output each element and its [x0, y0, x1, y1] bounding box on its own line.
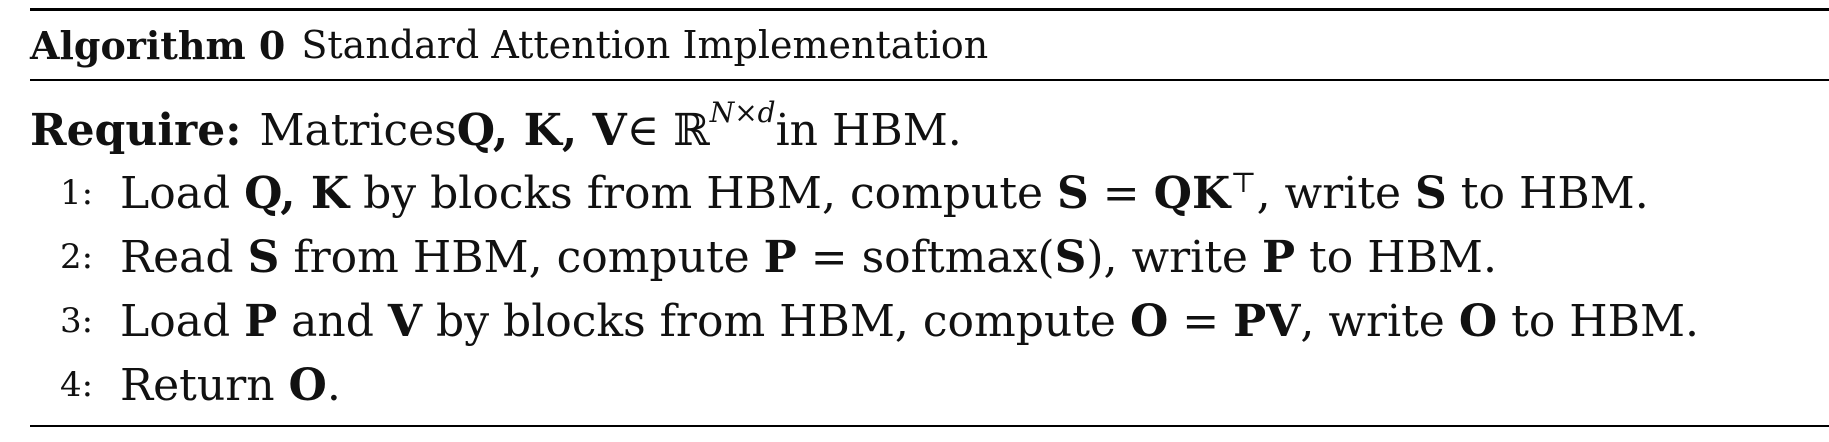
- require-member: ∈ ℝ: [626, 104, 710, 156]
- math-v: V: [387, 295, 423, 347]
- require-dims: N×d: [709, 95, 776, 129]
- math-s: S: [1415, 167, 1447, 219]
- step-number: 3:: [60, 301, 94, 341]
- math-p: P: [244, 295, 278, 347]
- math-o: O: [1458, 295, 1498, 347]
- math-qk-product: QK: [1153, 167, 1231, 219]
- bottom-rule: [30, 425, 1829, 427]
- math-s: S: [1057, 167, 1089, 219]
- math-p: P: [1261, 231, 1296, 283]
- step-text: Return O.: [120, 360, 1829, 411]
- step-text-part: to HBM.: [1497, 295, 1700, 347]
- step-text-part: Return: [120, 359, 289, 411]
- require-matrices: Q, K, V: [456, 104, 627, 156]
- header-rule: [30, 79, 1829, 81]
- algorithm-header: Algorithm 0 Standard Attention Implement…: [30, 11, 1829, 79]
- step-text: Load Q, K by blocks from HBM, compute S …: [120, 165, 1829, 219]
- math-o: O: [288, 359, 327, 411]
- step-text-part: to HBM.: [1446, 167, 1649, 219]
- step-text-part: from HBM, compute: [279, 231, 764, 283]
- step-text-part: Load: [120, 167, 245, 219]
- step-text-part: ), write: [1086, 231, 1262, 283]
- step-text-part: Load: [120, 295, 245, 347]
- top-rule: [30, 8, 1829, 11]
- math-qk: Q, K: [244, 167, 350, 219]
- algorithm-box: Algorithm 0 Standard Attention Implement…: [30, 8, 1829, 427]
- step-text: Load P and V by blocks from HBM, compute…: [120, 296, 1829, 347]
- math-s: S: [247, 231, 280, 283]
- step-2: 2: Read S from HBM, compute P = softmax(…: [30, 225, 1829, 289]
- step-number: 2:: [60, 237, 94, 277]
- step-text-part: , write: [1300, 295, 1459, 347]
- math-p: P: [763, 231, 797, 283]
- algorithm-title: Standard Attention Implementation: [301, 23, 989, 67]
- step-text-part: =: [1088, 167, 1154, 219]
- step-text-part: Read: [120, 231, 248, 283]
- step-text-part: .: [326, 359, 341, 411]
- step-text-part: = softmax(: [796, 231, 1055, 283]
- math-s: S: [1054, 231, 1087, 283]
- step-1: 1: Load Q, K by blocks from HBM, compute…: [30, 161, 1829, 225]
- transpose-symbol: ⊤: [1230, 165, 1257, 199]
- require-line: Require: Matrices Q, K, V ∈ ℝ N×d in HBM…: [30, 95, 1829, 161]
- step-text-part: , write: [1256, 167, 1416, 219]
- math-o: O: [1129, 295, 1169, 347]
- step-text-part: to HBM.: [1295, 231, 1497, 283]
- step-number: 1:: [60, 173, 94, 213]
- require-label: Require:: [30, 104, 242, 156]
- math-pv: PV: [1233, 295, 1301, 347]
- step-number: 4:: [60, 365, 94, 405]
- step-text-part: and: [277, 295, 388, 347]
- step-4: 4: Return O.: [30, 353, 1829, 417]
- algorithm-label: Algorithm 0: [30, 22, 286, 68]
- step-text-part: by blocks from HBM, compute: [349, 167, 1058, 219]
- step-3: 3: Load P and V by blocks from HBM, comp…: [30, 289, 1829, 353]
- require-prefix: Matrices: [259, 104, 457, 156]
- require-suffix: in HBM.: [775, 104, 962, 156]
- step-text-part: by blocks from HBM, compute: [422, 295, 1130, 347]
- algorithm-body: Require: Matrices Q, K, V ∈ ℝ N×d in HBM…: [30, 81, 1829, 417]
- step-text: Read S from HBM, compute P = softmax(S),…: [120, 232, 1829, 283]
- step-text-part: =: [1168, 295, 1234, 347]
